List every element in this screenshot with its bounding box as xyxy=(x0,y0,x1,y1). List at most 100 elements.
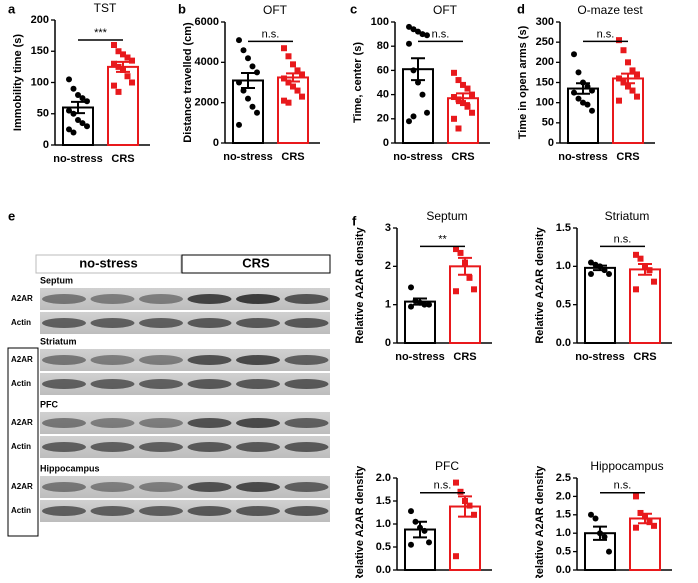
data-point xyxy=(111,83,117,89)
blot-band xyxy=(42,442,86,452)
data-point xyxy=(299,71,305,77)
y-tick-label: 100 xyxy=(536,97,554,109)
data-point xyxy=(647,267,653,273)
data-point xyxy=(424,110,430,116)
y-axis-label: Time in open arms (s) xyxy=(517,25,529,139)
data-point xyxy=(625,59,631,65)
blot-band xyxy=(188,379,232,389)
significance-label: ** xyxy=(438,233,447,245)
data-point xyxy=(576,69,582,75)
y-axis-label: Relative A2AR density xyxy=(354,465,366,578)
y-tick-label: 2.0 xyxy=(376,472,391,484)
bar xyxy=(450,266,480,343)
panel-label: d xyxy=(517,1,525,16)
y-tick-label: 4000 xyxy=(195,56,219,68)
data-point xyxy=(281,45,287,51)
y-tick-label: 60 xyxy=(377,64,389,76)
data-point xyxy=(290,61,296,67)
row-label: Actin xyxy=(11,506,31,515)
data-point xyxy=(469,110,475,116)
data-point xyxy=(241,47,247,53)
data-point xyxy=(589,88,595,94)
y-tick-label: 100 xyxy=(31,76,49,88)
y-tick-label: 200 xyxy=(536,56,554,68)
y-axis-label: Relative A2AR density xyxy=(534,465,546,578)
y-tick-label: 250 xyxy=(536,36,554,48)
data-point xyxy=(602,534,608,540)
data-point xyxy=(424,32,430,38)
y-axis-label: Time, center (s) xyxy=(352,42,364,123)
data-point xyxy=(633,286,639,292)
blot-band xyxy=(42,418,86,428)
y-tick-label: 50 xyxy=(37,108,49,120)
blot-band xyxy=(139,506,183,516)
bar xyxy=(585,268,615,343)
y-tick-label: 0 xyxy=(43,139,49,151)
y-tick-label: 100 xyxy=(371,16,389,28)
data-point xyxy=(420,92,426,98)
data-point xyxy=(467,275,473,281)
y-axis-label: Relative A2AR density xyxy=(534,226,546,343)
blot-band xyxy=(236,506,280,516)
blot-band xyxy=(236,418,280,428)
data-point xyxy=(245,96,251,102)
significance-label: n.s. xyxy=(262,28,280,40)
data-point xyxy=(593,515,599,521)
blot-band xyxy=(285,318,329,328)
row-label: Actin xyxy=(11,442,31,451)
x-tick-label: no-stress xyxy=(558,151,608,163)
row-label: A2AR xyxy=(11,294,33,303)
blot-band xyxy=(139,418,183,428)
group-label: no-stress xyxy=(79,255,138,270)
chart-title: OFT xyxy=(263,3,288,17)
blot-band xyxy=(139,442,183,452)
data-point xyxy=(616,37,622,43)
data-point xyxy=(236,80,242,86)
data-point xyxy=(236,37,242,43)
significance-label: n.s. xyxy=(432,28,450,40)
blot-band xyxy=(188,355,232,365)
y-tick-label: 1.5 xyxy=(556,222,571,234)
y-tick-label: 2 xyxy=(385,260,391,272)
blot-band xyxy=(236,355,280,365)
data-point xyxy=(111,42,117,48)
data-point xyxy=(408,304,414,310)
blot-band xyxy=(236,294,280,304)
data-point xyxy=(408,542,414,548)
data-point xyxy=(241,88,247,94)
y-tick-label: 2.0 xyxy=(556,490,571,502)
data-point xyxy=(254,69,260,75)
row-label: Actin xyxy=(11,318,31,327)
panel-label: c xyxy=(350,1,357,16)
x-tick-label: no-stress xyxy=(53,153,103,165)
group-label: CRS xyxy=(242,255,270,270)
y-tick-label: 1.5 xyxy=(376,495,391,507)
y-tick-label: 0 xyxy=(385,337,391,349)
y-axis-label: Relative A2AR density xyxy=(354,226,366,343)
x-tick-label: no-stress xyxy=(575,351,625,363)
data-point xyxy=(66,76,72,82)
data-point xyxy=(286,100,292,106)
x-tick-label: CRS xyxy=(111,153,134,165)
region-label: Hippocampus xyxy=(40,463,100,473)
data-point xyxy=(71,86,77,92)
blot-band xyxy=(91,482,135,492)
data-point xyxy=(458,250,464,256)
data-point xyxy=(71,111,77,117)
chart-title: Septum xyxy=(426,209,467,223)
y-tick-label: 0 xyxy=(548,137,554,149)
data-point xyxy=(589,108,595,114)
y-tick-label: 6000 xyxy=(195,16,219,28)
data-point xyxy=(588,271,594,277)
data-point xyxy=(630,88,636,94)
data-point xyxy=(415,80,421,86)
y-tick-label: 1.0 xyxy=(556,260,571,272)
panel-label: f xyxy=(352,213,357,228)
y-tick-label: 150 xyxy=(31,45,49,57)
panel-label: e xyxy=(8,208,15,223)
data-point xyxy=(456,125,462,131)
data-point xyxy=(245,55,251,61)
blot-band xyxy=(139,379,183,389)
data-point xyxy=(84,123,90,129)
